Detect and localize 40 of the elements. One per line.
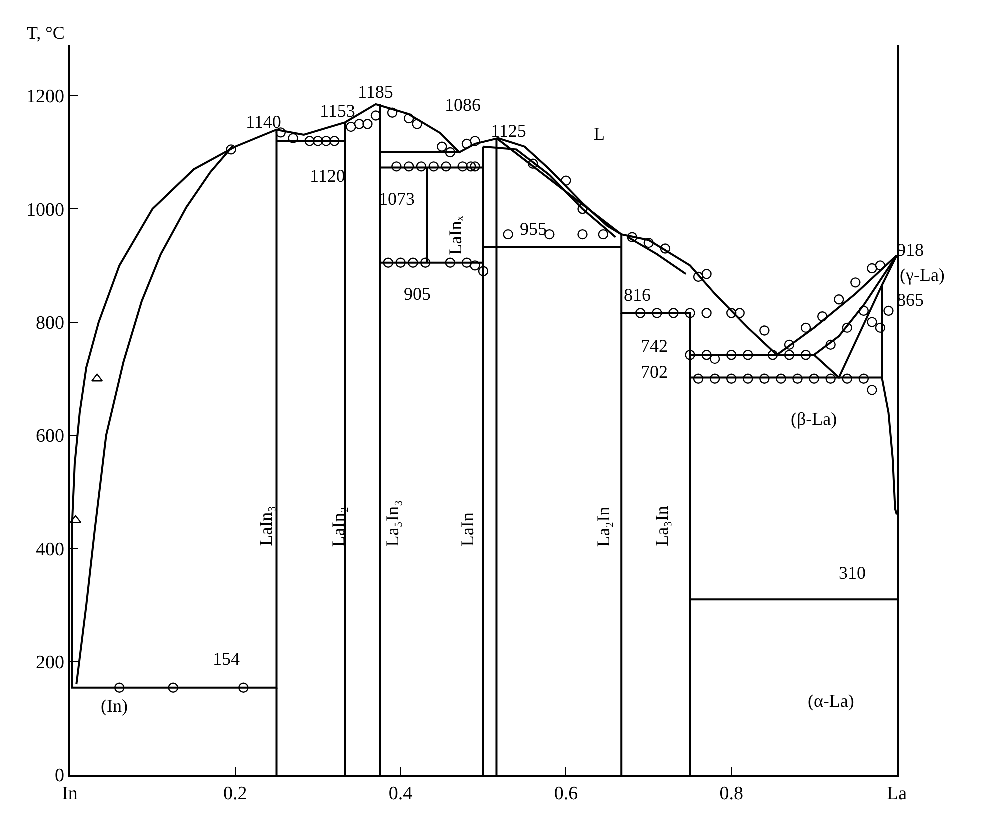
y-tick-label: 400 [36,539,64,560]
annotation: La₅In₃ [382,500,402,547]
text: (γ-La) [900,265,945,285]
y-tick-label: 1000 [26,200,64,221]
annotation: 154 [213,649,240,669]
annotation: 1120 [310,166,346,186]
x-tick-label: 0.8 [720,784,744,805]
y-tick-label: 600 [36,426,64,448]
x-tick-label: 0.2 [224,784,248,805]
x-tick-label: In [62,784,78,805]
y-tick-label: 200 [36,652,64,674]
annotation: La₃In [652,506,672,546]
annotation: LaIn₃ [256,506,276,546]
annotation: 1125 [491,121,526,141]
annotation: La₂In [594,506,614,548]
y-axis-title: T, °C [27,23,65,43]
annotation: LaInₓ [445,215,466,256]
x-tick-label: 0.4 [388,784,414,805]
annotation: 1185 [358,82,394,102]
y-tick-label: 0 [54,766,64,787]
annotation: 310 [839,563,866,583]
annotation: 742 [641,336,668,356]
annotation: L [594,124,605,144]
annotation: (β-La) [791,409,838,429]
annotation: 1153 [320,101,356,121]
annotation: 905 [404,284,431,304]
annotation: (In) [101,696,128,716]
y-tick-label: 1200 [26,86,64,108]
annotation: LaIn [457,512,478,547]
annotation: 702 [641,362,668,382]
annotation: 955 [520,219,547,239]
annotation: 1140 [246,112,282,132]
annotation: 1086 [445,95,481,115]
annotation: 1073 [379,189,415,209]
annotation: 816 [624,285,651,305]
annotation: (α-La) [808,691,854,711]
annotation: LaIn₂ [328,506,349,548]
x-tick-label: La [886,784,908,805]
y-tick-label: 800 [36,312,64,334]
x-tick-label: 0.6 [554,784,578,805]
